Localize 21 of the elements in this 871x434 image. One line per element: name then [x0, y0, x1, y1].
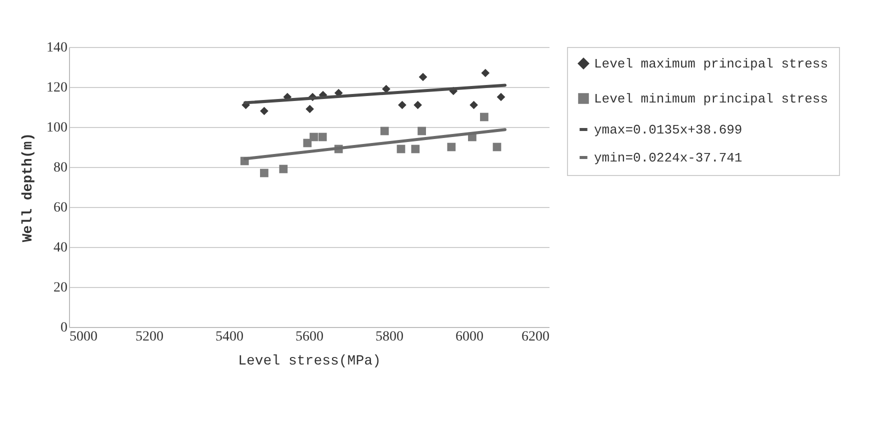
y-tick-label: 20: [54, 280, 68, 296]
y-tick-label: 60: [54, 200, 68, 216]
y-axis-title: Well depth(m): [20, 132, 36, 242]
x-tick-label: 5000: [70, 330, 98, 344]
x-tick-label: 5600: [296, 330, 324, 344]
y-tick-label: 0: [60, 320, 68, 336]
legend-label: Level minimum principal stress: [594, 92, 828, 106]
y-tick-label: 120: [46, 80, 68, 96]
legend-label: Level maximum principal stress: [594, 56, 828, 72]
legend-label: ymin=0.0224x-37.741: [594, 150, 742, 166]
y-tick-label: 100: [46, 120, 68, 136]
x-axis-title: Level stress(MPa): [238, 354, 381, 370]
legend-label: ymax=0.0135x+38.699: [594, 122, 742, 138]
y-tick-label: 40: [54, 240, 68, 256]
x-tick-label: 5800: [376, 330, 404, 344]
x-tick-label: 6200: [522, 330, 550, 344]
y-tick-label: 80: [54, 160, 68, 176]
y-tick-label: 140: [46, 40, 68, 56]
x-tick-label: 5400: [216, 330, 244, 344]
x-tick-label: 6000: [456, 330, 484, 344]
x-tick-label: 5200: [136, 330, 164, 344]
